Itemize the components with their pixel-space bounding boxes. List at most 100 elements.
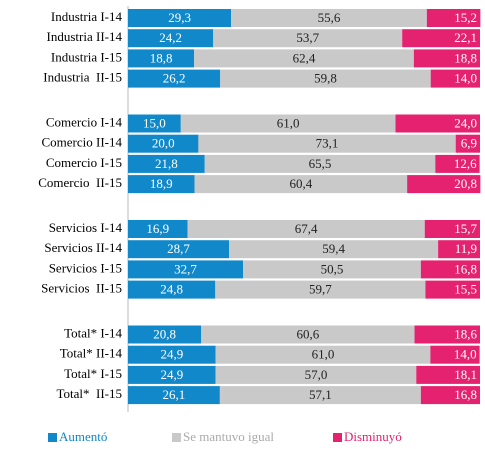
bar-segment bbox=[128, 175, 195, 194]
category-label: Comercio I-15 bbox=[46, 155, 122, 170]
bar-segment bbox=[395, 114, 480, 133]
value-label: 24,2 bbox=[159, 30, 182, 45]
value-label: 15,5 bbox=[454, 282, 477, 297]
bar-segment bbox=[128, 260, 244, 279]
category-label: Total* I-15 bbox=[64, 366, 122, 381]
bar-segment bbox=[128, 49, 195, 68]
value-label: 61,0 bbox=[277, 115, 300, 130]
category-label: Industria II-14 bbox=[47, 29, 123, 44]
legend-swatch bbox=[172, 433, 181, 442]
category-label: Industria I-14 bbox=[51, 9, 123, 24]
value-label: 16,8 bbox=[454, 261, 477, 276]
bar-segment bbox=[231, 9, 427, 27]
value-label: 57,0 bbox=[305, 367, 328, 382]
bar-segment bbox=[243, 260, 421, 279]
bar-segment bbox=[425, 280, 480, 299]
category-label: Comercio II-14 bbox=[41, 135, 122, 150]
bar-segment bbox=[128, 69, 221, 88]
category-label: Servicios I-14 bbox=[49, 220, 123, 235]
value-label: 18,9 bbox=[150, 176, 173, 191]
category-label: Servicios II-14 bbox=[44, 240, 122, 255]
category-label: Industria I-15 bbox=[51, 49, 122, 64]
value-label: 20,8 bbox=[153, 326, 176, 341]
category-label: Comercio II-15 bbox=[38, 175, 122, 190]
bar-segment bbox=[455, 134, 480, 153]
bar-segment bbox=[187, 220, 425, 238]
bar-segment bbox=[407, 175, 481, 194]
bar-segment bbox=[128, 154, 205, 173]
category-label: Total* II-15 bbox=[56, 386, 122, 401]
value-label: 18,8 bbox=[454, 50, 477, 65]
value-label: 50,5 bbox=[321, 261, 344, 276]
value-label: 22,1 bbox=[454, 30, 477, 45]
value-label: 29,3 bbox=[168, 10, 191, 25]
value-label: 67,4 bbox=[295, 221, 318, 236]
value-label: 12,6 bbox=[454, 156, 477, 171]
value-label: 57,1 bbox=[309, 387, 332, 402]
bar-segment bbox=[201, 325, 415, 344]
bar-segment bbox=[426, 9, 481, 27]
bar-segment bbox=[128, 134, 199, 153]
legend-label: Aumentó bbox=[59, 429, 107, 444]
bar-segment bbox=[215, 365, 417, 384]
bar-segment bbox=[128, 9, 232, 27]
bar-segment bbox=[128, 240, 230, 259]
bar-segment bbox=[128, 365, 216, 384]
category-label: Servicios II-15 bbox=[41, 281, 122, 296]
bar-segment bbox=[402, 29, 480, 48]
value-label: 20,8 bbox=[454, 176, 477, 191]
category-label: Industria II-15 bbox=[43, 70, 122, 85]
legend-swatch bbox=[333, 433, 342, 442]
bar-segment bbox=[128, 280, 216, 299]
bar-segment bbox=[128, 386, 220, 405]
bar-segment bbox=[430, 69, 480, 88]
legend-label: Se mantuvo igual bbox=[183, 429, 274, 444]
bar-segment bbox=[128, 345, 216, 364]
category-label: Comercio I-14 bbox=[46, 114, 123, 129]
category-label: Servicios I-15 bbox=[49, 260, 122, 275]
value-label: 60,6 bbox=[296, 326, 319, 341]
bar-segment bbox=[438, 240, 480, 259]
value-label: 16,9 bbox=[146, 221, 169, 236]
bar-segment bbox=[229, 240, 439, 259]
value-label: 18,8 bbox=[150, 50, 173, 65]
value-label: 18,1 bbox=[454, 367, 477, 382]
value-label: 59,4 bbox=[322, 241, 345, 256]
value-label: 65,5 bbox=[309, 156, 332, 171]
value-label: 59,7 bbox=[309, 282, 332, 297]
value-label: 61,0 bbox=[312, 347, 335, 362]
value-label: 59,8 bbox=[314, 71, 337, 86]
value-label: 14,0 bbox=[454, 71, 477, 86]
value-label: 53,7 bbox=[296, 30, 319, 45]
value-label: 32,7 bbox=[174, 261, 197, 276]
value-label: 26,2 bbox=[163, 71, 186, 86]
bar-segment bbox=[128, 114, 181, 133]
value-label: 28,7 bbox=[167, 241, 190, 256]
category-label: Total* I-14 bbox=[64, 325, 122, 340]
bar-segment bbox=[430, 345, 480, 364]
bar-segment bbox=[180, 114, 396, 133]
bar-segment bbox=[219, 386, 421, 405]
bar-segment bbox=[420, 386, 480, 405]
bar-segment bbox=[416, 365, 480, 384]
value-label: 11,9 bbox=[455, 241, 477, 256]
bar-segment bbox=[424, 220, 480, 238]
value-label: 24,9 bbox=[160, 367, 183, 382]
category-label: Total* II-14 bbox=[60, 346, 123, 361]
legend-label: Disminuyó bbox=[344, 429, 402, 444]
bar-segment bbox=[215, 345, 431, 364]
bar-segment bbox=[420, 260, 480, 279]
bar-segment bbox=[194, 175, 408, 194]
value-label: 21,8 bbox=[155, 156, 178, 171]
bar-segment bbox=[215, 280, 426, 299]
value-label: 26,1 bbox=[163, 387, 186, 402]
value-label: 24,9 bbox=[160, 347, 183, 362]
value-label: 15,0 bbox=[143, 115, 166, 130]
value-label: 6,9 bbox=[461, 136, 477, 151]
value-label: 55,6 bbox=[318, 10, 341, 25]
value-label: 15,7 bbox=[454, 221, 477, 236]
value-label: 60,4 bbox=[289, 176, 312, 191]
bar-segment bbox=[213, 29, 403, 48]
value-label: 16,8 bbox=[454, 387, 477, 402]
